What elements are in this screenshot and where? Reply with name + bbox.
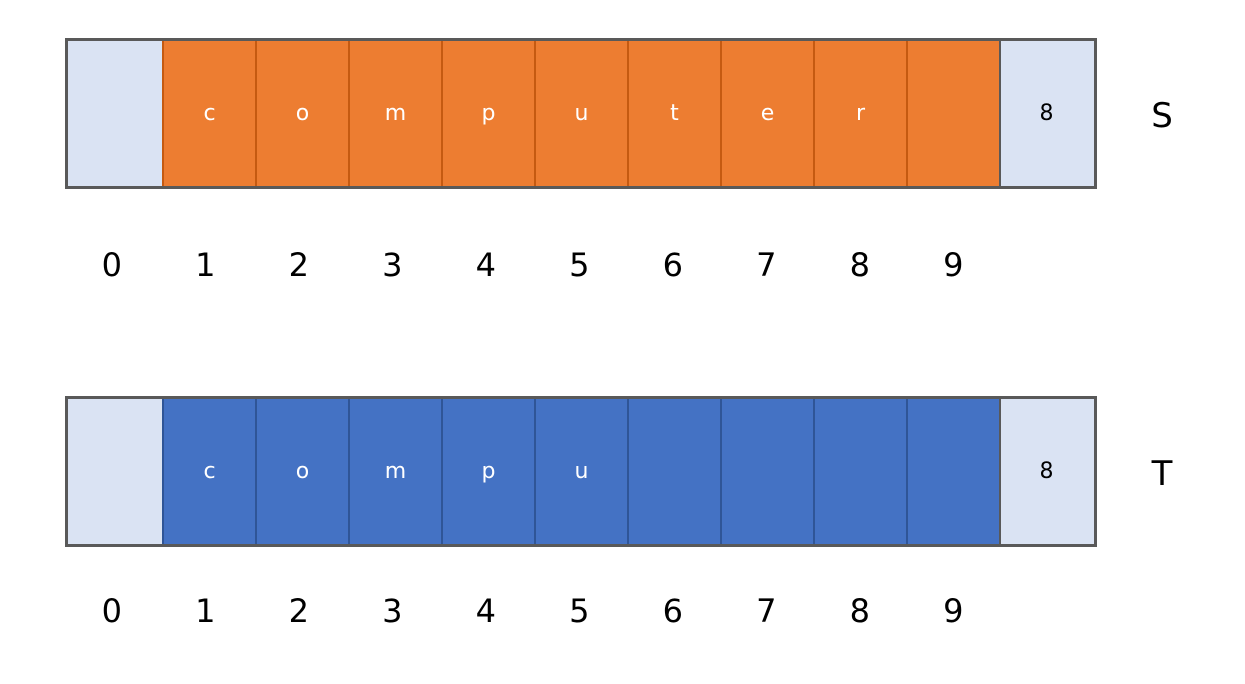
s-cell-5: u bbox=[534, 41, 627, 186]
s-index: 2 bbox=[288, 246, 309, 284]
t-cell-9 bbox=[906, 399, 999, 544]
s-cell-6: t bbox=[627, 41, 720, 186]
s-index: 3 bbox=[382, 246, 403, 284]
s-cell-7: e bbox=[720, 41, 813, 186]
t-index: 8 bbox=[849, 592, 870, 630]
t-cell-1: c bbox=[162, 399, 255, 544]
s-cell-9 bbox=[906, 41, 999, 186]
t-index: 1 bbox=[195, 592, 216, 630]
s-index: 4 bbox=[475, 246, 496, 284]
s-index: 9 bbox=[943, 246, 964, 284]
s-cell-1: c bbox=[162, 41, 255, 186]
s-index: 1 bbox=[195, 246, 216, 284]
s-index: 6 bbox=[662, 246, 683, 284]
t-index: 3 bbox=[382, 592, 403, 630]
s-index: 7 bbox=[756, 246, 777, 284]
t-cell-5: u bbox=[534, 399, 627, 544]
s-cell-8: r bbox=[813, 41, 906, 186]
t-index: 4 bbox=[475, 592, 496, 630]
t-cell-4: p bbox=[441, 399, 534, 544]
string-t-array: c o m p u 8 bbox=[65, 396, 1097, 547]
s-cell-4: p bbox=[441, 41, 534, 186]
t-index-row: 0 1 2 3 4 5 6 7 8 9 bbox=[65, 592, 1000, 630]
s-index-row: 0 1 2 3 4 5 6 7 8 9 bbox=[65, 246, 1000, 284]
t-index: 2 bbox=[288, 592, 309, 630]
s-cell-3: m bbox=[348, 41, 441, 186]
s-index: 5 bbox=[569, 246, 590, 284]
t-cell-7 bbox=[720, 399, 813, 544]
t-length-cell: 8 bbox=[999, 399, 1092, 544]
s-index: 0 bbox=[101, 246, 122, 284]
t-index: 6 bbox=[662, 592, 683, 630]
t-cell-6 bbox=[627, 399, 720, 544]
string-s-label: S bbox=[1151, 96, 1173, 136]
s-cell-0 bbox=[68, 41, 162, 186]
t-index: 0 bbox=[101, 592, 122, 630]
string-t-label: T bbox=[1151, 454, 1173, 494]
t-cell-3: m bbox=[348, 399, 441, 544]
t-cell-0 bbox=[68, 399, 162, 544]
s-index: 8 bbox=[849, 246, 870, 284]
t-index: 5 bbox=[569, 592, 590, 630]
t-cell-2: o bbox=[255, 399, 348, 544]
t-cell-8 bbox=[813, 399, 906, 544]
t-index: 7 bbox=[756, 592, 777, 630]
s-length-cell: 8 bbox=[999, 41, 1092, 186]
t-index: 9 bbox=[943, 592, 964, 630]
s-cell-2: o bbox=[255, 41, 348, 186]
string-s-array: c o m p u t e r 8 bbox=[65, 38, 1097, 189]
